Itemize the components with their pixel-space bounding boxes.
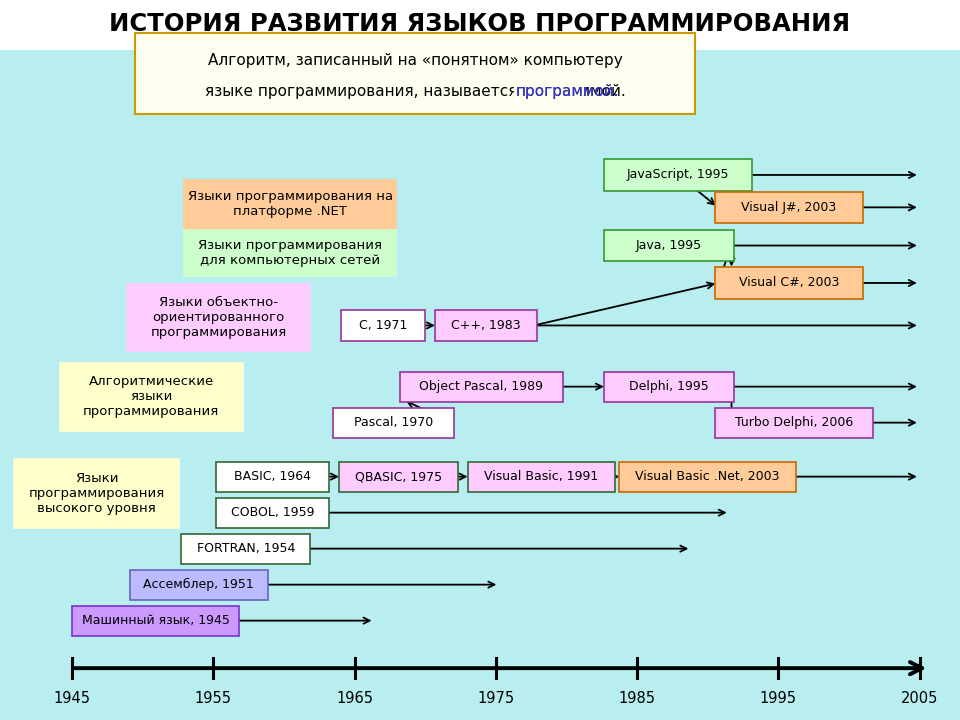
FancyBboxPatch shape xyxy=(619,462,796,492)
Text: Языки объектно-
ориентированного
программирования: Языки объектно- ориентированного програм… xyxy=(151,296,286,339)
FancyBboxPatch shape xyxy=(339,462,458,492)
Text: Ассемблер, 1951: Ассемблер, 1951 xyxy=(143,578,254,591)
FancyBboxPatch shape xyxy=(604,159,752,191)
FancyBboxPatch shape xyxy=(0,0,960,50)
FancyBboxPatch shape xyxy=(60,363,243,431)
Text: FORTRAN, 1954: FORTRAN, 1954 xyxy=(197,542,295,555)
Text: 1945: 1945 xyxy=(54,691,90,706)
FancyBboxPatch shape xyxy=(216,462,329,492)
Text: программой.: программой. xyxy=(516,84,618,99)
Text: Visual J#, 2003: Visual J#, 2003 xyxy=(741,201,837,214)
Text: Visual Basic, 1991: Visual Basic, 1991 xyxy=(484,470,599,483)
Text: BASIC, 1964: BASIC, 1964 xyxy=(234,470,311,483)
FancyBboxPatch shape xyxy=(184,230,396,276)
Text: ИСТОРИЯ РАЗВИТИЯ ЯЗЫКОВ ПРОГРАММИРОВАНИЯ: ИСТОРИЯ РАЗВИТИЯ ЯЗЫКОВ ПРОГРАММИРОВАНИЯ xyxy=(109,12,851,36)
Text: QBASIC, 1975: QBASIC, 1975 xyxy=(355,470,442,483)
Text: COBOL, 1959: COBOL, 1959 xyxy=(231,506,314,519)
Text: 1975: 1975 xyxy=(477,691,515,706)
FancyBboxPatch shape xyxy=(604,372,734,402)
FancyBboxPatch shape xyxy=(604,230,734,261)
Text: JavaScript, 1995: JavaScript, 1995 xyxy=(627,168,729,181)
Text: Visual Basic .Net, 2003: Visual Basic .Net, 2003 xyxy=(636,470,780,483)
Text: Языки программирования
для компьютерных сетей: Языки программирования для компьютерных … xyxy=(199,239,382,267)
FancyBboxPatch shape xyxy=(715,408,873,438)
Text: 2005: 2005 xyxy=(901,691,938,706)
FancyBboxPatch shape xyxy=(14,459,179,528)
FancyBboxPatch shape xyxy=(72,606,239,636)
FancyBboxPatch shape xyxy=(468,462,615,492)
FancyBboxPatch shape xyxy=(135,33,695,114)
Text: Java, 1995: Java, 1995 xyxy=(636,239,702,252)
FancyBboxPatch shape xyxy=(333,408,454,438)
FancyBboxPatch shape xyxy=(515,81,586,102)
Text: 1985: 1985 xyxy=(618,691,656,706)
FancyBboxPatch shape xyxy=(130,570,268,600)
Text: Машинный язык, 1945: Машинный язык, 1945 xyxy=(82,614,229,627)
Text: 1995: 1995 xyxy=(760,691,797,706)
Text: языке программирования, называется программой.: языке программирования, называется прогр… xyxy=(204,84,626,99)
Text: Turbo Delphi, 2006: Turbo Delphi, 2006 xyxy=(734,416,853,429)
Text: Pascal, 1970: Pascal, 1970 xyxy=(354,416,433,429)
FancyBboxPatch shape xyxy=(181,534,310,564)
Text: Языки
программирования
высокого уровня: Языки программирования высокого уровня xyxy=(29,472,164,515)
Text: 1955: 1955 xyxy=(195,691,231,706)
FancyBboxPatch shape xyxy=(216,498,329,528)
FancyBboxPatch shape xyxy=(715,267,863,299)
Text: Алгоритмические
языки
программирования: Алгоритмические языки программирования xyxy=(84,375,219,418)
FancyBboxPatch shape xyxy=(400,372,563,402)
Text: Алгоритм, записанный на «понятном» компьютеру: Алгоритм, записанный на «понятном» компь… xyxy=(207,53,623,68)
FancyBboxPatch shape xyxy=(435,310,537,341)
FancyBboxPatch shape xyxy=(127,284,310,351)
Text: Visual C#, 2003: Visual C#, 2003 xyxy=(739,276,839,289)
FancyBboxPatch shape xyxy=(341,310,425,341)
Text: 1965: 1965 xyxy=(336,691,373,706)
FancyBboxPatch shape xyxy=(184,180,396,229)
Text: C++, 1983: C++, 1983 xyxy=(451,319,520,332)
Text: C, 1971: C, 1971 xyxy=(359,319,407,332)
FancyBboxPatch shape xyxy=(715,192,863,223)
Text: Языки программирования на
платформе .NET: Языки программирования на платформе .NET xyxy=(188,191,393,218)
Text: программой.: программой. xyxy=(516,84,618,99)
Text: Object Pascal, 1989: Object Pascal, 1989 xyxy=(420,380,543,393)
Text: Delphi, 1995: Delphi, 1995 xyxy=(629,380,709,393)
